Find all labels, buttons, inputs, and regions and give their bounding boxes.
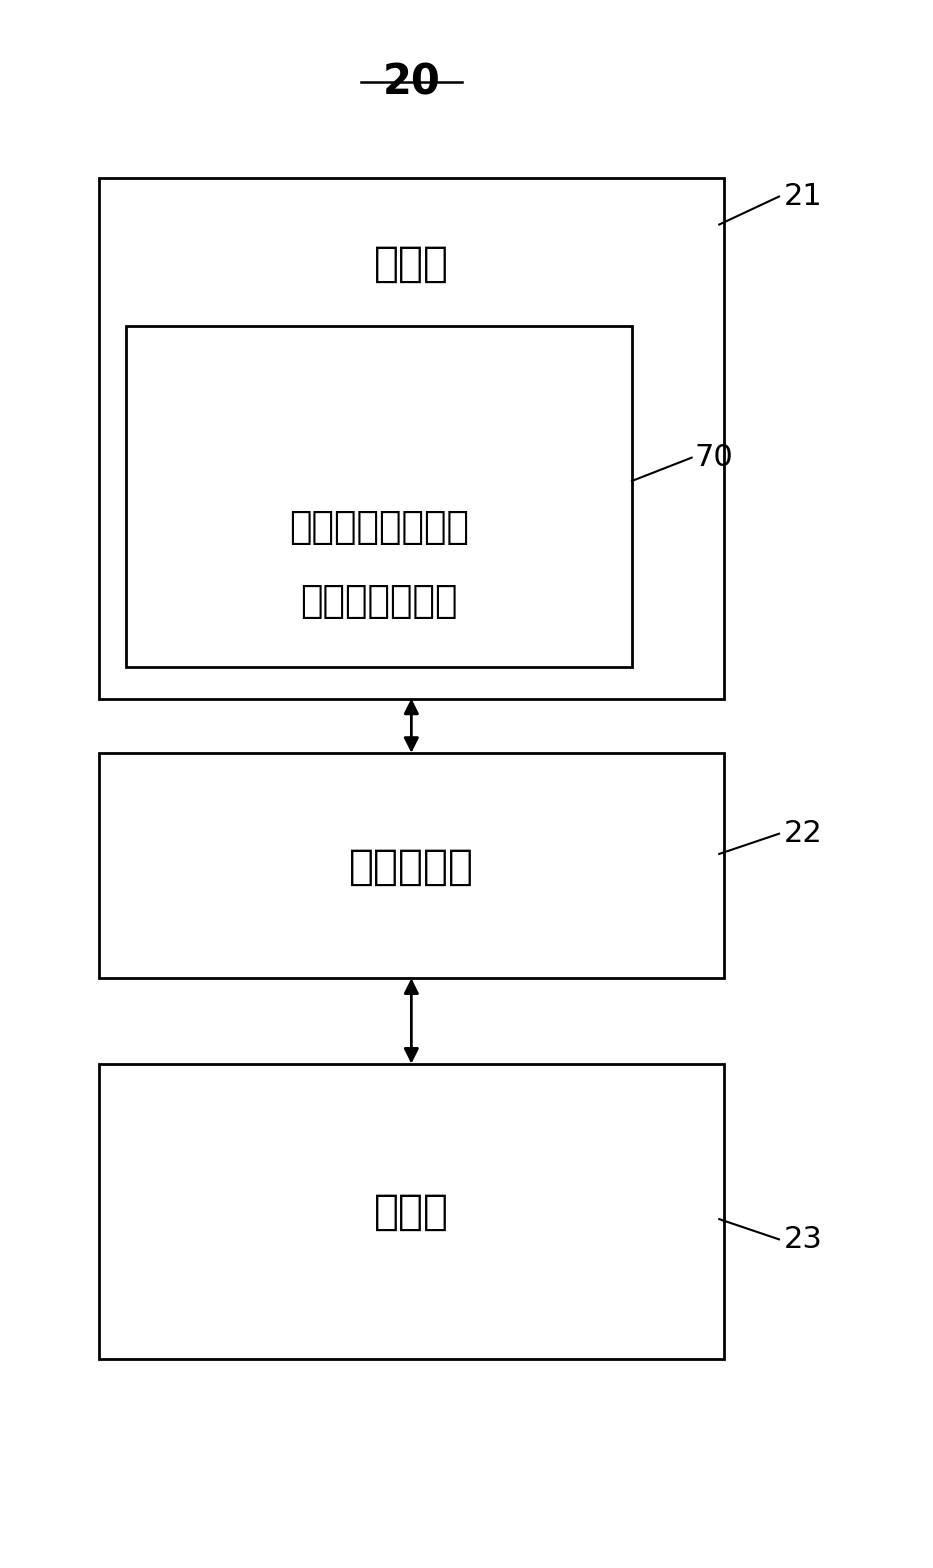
Bar (99, 177, 724, 698)
Text: 20: 20 (383, 61, 440, 103)
Text: 存储控制器: 存储控制器 (349, 845, 474, 887)
Bar (99, 753, 724, 978)
Text: 22: 22 (784, 818, 822, 848)
Text: 相位检测自动对焦: 相位检测自动对焦 (289, 510, 469, 546)
Bar (127, 326, 632, 668)
Text: 性能的测试装置: 性能的测试装置 (300, 585, 458, 621)
Text: 70: 70 (694, 444, 733, 472)
Text: 存储器: 存储器 (374, 243, 449, 284)
Text: 23: 23 (784, 1225, 823, 1254)
Text: 处理器: 处理器 (374, 1190, 449, 1232)
Bar (99, 1063, 724, 1359)
Text: 21: 21 (784, 182, 822, 212)
